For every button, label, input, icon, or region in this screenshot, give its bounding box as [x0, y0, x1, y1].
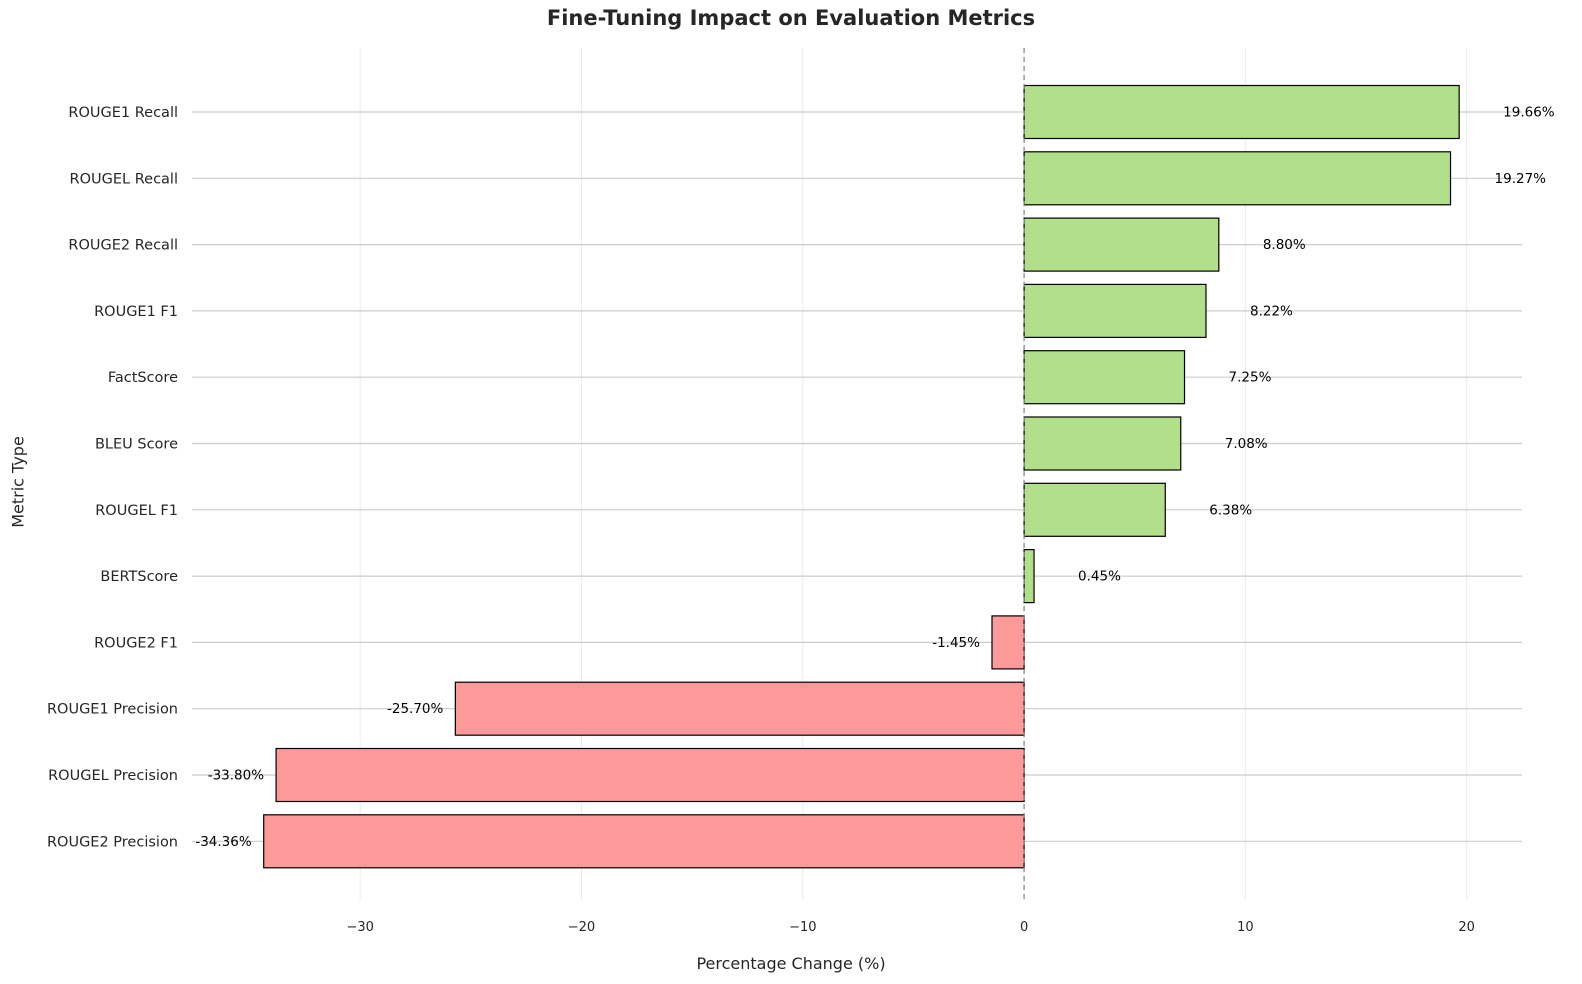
bar	[454, 681, 1025, 736]
bar	[275, 747, 1025, 803]
y-tick-label: ROUGE1 F1	[94, 304, 178, 320]
x-tick-label: 0	[1020, 920, 1028, 935]
y-tick-label: BLEU Score	[95, 437, 178, 453]
y-tick-label: ROUGE2 F1	[94, 635, 178, 651]
bar	[263, 814, 1025, 869]
data-label: 6.38%	[1209, 502, 1252, 518]
data-label: -1.45%	[932, 635, 980, 651]
bar	[1023, 283, 1207, 338]
y-tick-label: ROUGEL Recall	[70, 171, 178, 187]
bar	[1023, 548, 1035, 604]
data-label: 7.08%	[1225, 436, 1268, 452]
y-tick-label: ROUGE2 Precision	[47, 834, 178, 850]
data-label: 19.27%	[1495, 171, 1547, 187]
bar	[1023, 416, 1182, 471]
bar	[1023, 84, 1460, 140]
bar	[1023, 151, 1452, 206]
y-tick-label: ROUGE1 Precision	[47, 702, 178, 718]
data-label: 19.66%	[1503, 105, 1555, 121]
x-tick-label: 20	[1458, 920, 1475, 935]
data-label: -33.80%	[208, 768, 265, 784]
bar	[1023, 217, 1220, 272]
y-tick-label: FactScore	[108, 370, 178, 386]
x-tick-label: 10	[1237, 920, 1254, 935]
y-tick-label: ROUGE1 Recall	[68, 105, 178, 121]
y-tick-label: BERTScore	[100, 569, 178, 585]
data-label: 0.45%	[1078, 569, 1121, 585]
y-tick-label: ROUGEL Precision	[48, 768, 178, 784]
y-tick-label: ROUGE2 Recall	[68, 238, 178, 254]
data-label: -25.70%	[387, 701, 444, 717]
x-tick-label: −20	[568, 920, 595, 935]
x-tick-label: −10	[789, 920, 816, 935]
x-tick-label: −30	[346, 920, 373, 935]
bar	[1023, 482, 1166, 537]
bar	[991, 615, 1025, 670]
data-label: -34.36%	[195, 834, 252, 850]
data-label: 7.25%	[1229, 370, 1272, 386]
data-label: 8.80%	[1263, 237, 1306, 253]
bar	[1023, 350, 1186, 405]
y-tick-label: ROUGEL F1	[95, 503, 178, 519]
chart-title: Fine-Tuning Impact on Evaluation Metrics	[546, 6, 1036, 30]
x-axis-label: Percentage Change (%)	[696, 954, 886, 973]
data-label: 8.22%	[1250, 303, 1293, 319]
